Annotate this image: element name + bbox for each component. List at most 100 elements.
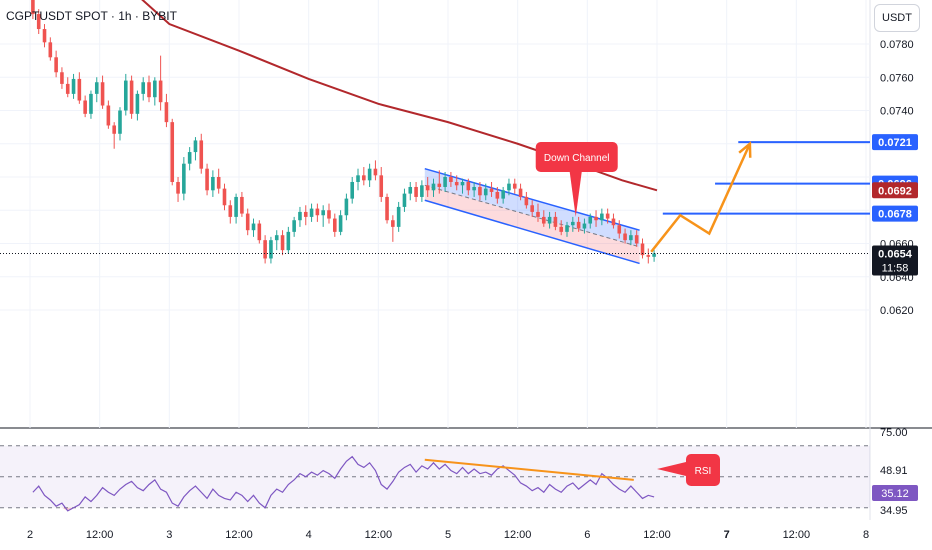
callout-box — [535, 142, 618, 172]
candle-body — [547, 216, 552, 224]
candle-body — [77, 78, 82, 101]
candle-body — [634, 235, 639, 244]
candle — [634, 230, 639, 247]
badge-bg — [872, 205, 918, 222]
candle-body — [263, 240, 267, 259]
candle — [292, 216, 296, 237]
time-tick-label: 12:00 — [225, 529, 253, 541]
candle — [646, 248, 651, 264]
candle — [449, 172, 453, 187]
candle — [153, 77, 157, 106]
candle — [385, 193, 389, 224]
candle — [170, 118, 175, 186]
rsi-line — [32, 455, 655, 512]
price-badge: 0.0692 — [872, 182, 918, 199]
candle-body — [536, 211, 540, 217]
candle — [373, 160, 378, 181]
candle-body — [652, 253, 656, 257]
candle-body — [391, 220, 395, 227]
candle — [42, 24, 47, 48]
candle-body — [315, 208, 320, 216]
candle-body — [106, 105, 111, 126]
callout-pointer — [657, 462, 686, 476]
candle — [640, 238, 645, 259]
candle — [298, 206, 302, 227]
candle — [431, 178, 436, 197]
candle — [344, 193, 349, 221]
candle-body — [205, 168, 209, 191]
candle-body — [280, 235, 285, 251]
candle-body — [321, 210, 325, 216]
price-tick-label: 0.0780 — [880, 39, 914, 51]
candle-body — [605, 213, 610, 219]
candle — [466, 178, 471, 196]
callout-label: RSI — [695, 466, 712, 477]
callout-box — [686, 454, 720, 486]
candle — [611, 213, 616, 229]
candle — [454, 175, 459, 191]
candle — [559, 220, 564, 236]
candle-body — [240, 196, 244, 214]
candle-body — [199, 140, 204, 169]
candle — [565, 221, 569, 237]
candle — [193, 137, 198, 161]
candle-body — [327, 210, 331, 219]
time-tick-label: 12:00 — [643, 529, 671, 541]
candle-body — [571, 221, 575, 226]
candle — [605, 208, 610, 224]
candle-body — [309, 208, 314, 217]
candle-body — [60, 72, 64, 84]
currency-button[interactable]: USDT — [874, 4, 920, 32]
candle — [629, 230, 633, 246]
candle-body — [286, 231, 291, 251]
candle — [576, 216, 581, 232]
candle — [408, 181, 413, 201]
channel-lower-fill — [424, 185, 640, 264]
candle-body — [193, 140, 198, 153]
candle-body — [234, 196, 238, 217]
candle — [652, 250, 656, 262]
candle-body — [576, 221, 581, 229]
badge-bg — [872, 182, 918, 199]
candle — [524, 191, 529, 209]
candle — [112, 122, 116, 149]
badge-price: 0.0721 — [878, 137, 912, 149]
candle-body — [478, 186, 482, 196]
candle — [141, 77, 146, 101]
price-badge: 0.0721 — [872, 134, 918, 151]
rsi-pane — [0, 445, 870, 512]
candle — [391, 215, 395, 242]
candle — [48, 37, 53, 61]
badge-price: 0.0654 — [878, 248, 913, 260]
candle-body — [164, 102, 169, 123]
candle — [402, 188, 407, 212]
candle — [437, 170, 442, 194]
candle — [245, 208, 250, 236]
badge-countdown: 11:58 — [882, 262, 909, 274]
candle — [303, 205, 308, 226]
candle — [309, 203, 314, 222]
candle-body — [466, 181, 471, 191]
candle-body — [443, 177, 447, 187]
candle — [588, 213, 593, 229]
candle-body — [170, 122, 175, 182]
moving-average-line — [141, 0, 658, 192]
candle-body — [257, 223, 262, 241]
candle-body — [54, 57, 58, 73]
price-tick-label: 0.0760 — [880, 72, 914, 84]
candle — [65, 77, 70, 98]
candle-body — [83, 100, 87, 114]
candle — [483, 183, 488, 201]
candle-body — [582, 223, 587, 229]
candle — [77, 72, 82, 104]
channel-lower-line — [424, 199, 640, 265]
candle-body — [431, 183, 436, 191]
candle — [315, 203, 320, 222]
channel-upper-line — [424, 167, 640, 231]
candle — [332, 213, 337, 237]
candle — [222, 183, 227, 211]
candle — [251, 218, 256, 237]
candle — [106, 100, 111, 129]
candle-body — [385, 196, 389, 221]
